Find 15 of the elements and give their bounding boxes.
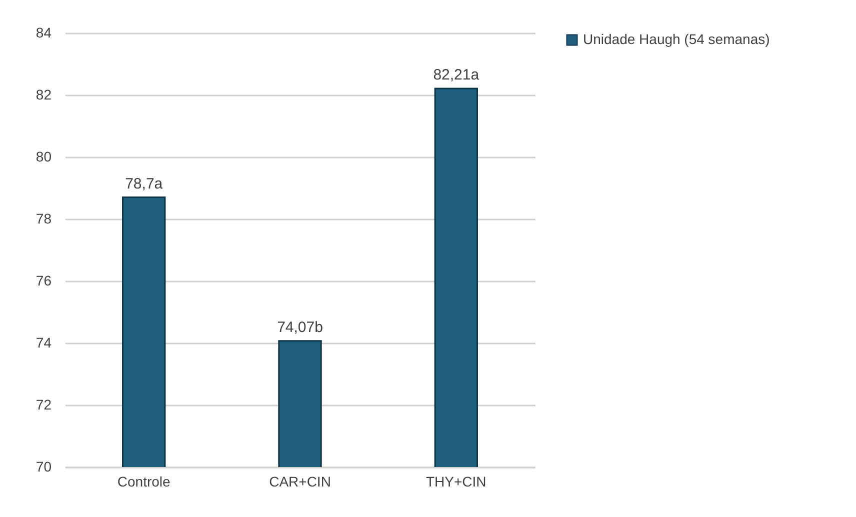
legend-label: Unidade Haugh (54 semanas) <box>583 31 770 47</box>
data-label: 82,21a <box>433 66 480 84</box>
x-tick-label: Controle <box>117 474 171 490</box>
x-tick-label: CAR+CIN <box>269 474 331 490</box>
y-tick-label: 76 <box>36 272 52 288</box>
data-label: 74,07b <box>277 318 323 336</box>
y-tick-label: 80 <box>36 148 52 164</box>
y-tick-label: 82 <box>36 86 52 102</box>
data-label: 78,7a <box>125 175 164 192</box>
x-tick-label: THY+CIN <box>426 474 486 490</box>
y-tick-label: 74 <box>36 334 52 350</box>
y-tick-label: 78 <box>36 210 52 226</box>
y-tick-label: 70 <box>36 458 52 474</box>
y-tick-label: 72 <box>36 396 52 412</box>
y-tick-label: 84 <box>36 24 52 40</box>
